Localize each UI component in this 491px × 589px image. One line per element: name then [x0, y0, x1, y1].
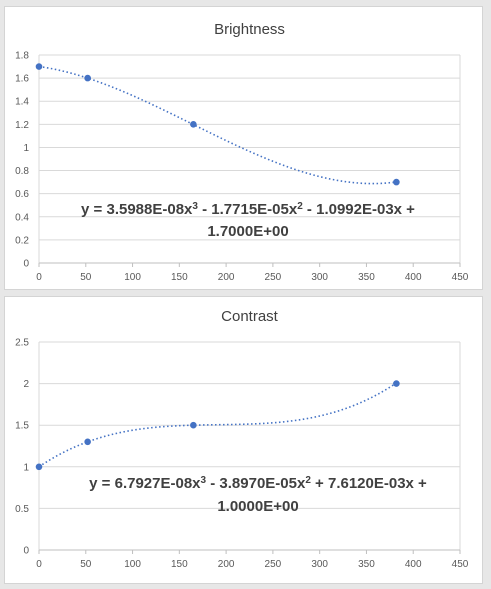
brightness-chart-svg: Brightness 0 0.2 0.4 0.6 0.8 1 1.2 1.4 1.6 1.8 0 50 1…	[15, 21, 469, 283]
data-point	[393, 178, 400, 186]
trendline-equation: y = 3.5988E-08x3 - 1.7715E-05x2 - 1.0992…	[81, 201, 415, 219]
y-tick-label: 0	[23, 259, 29, 270]
x-tick-label: 300	[311, 272, 328, 283]
data-point	[393, 380, 400, 387]
x-tick-label: 450	[452, 272, 469, 283]
x-tick-label: 200	[218, 272, 235, 283]
x-tick-label: 100	[124, 272, 141, 283]
trendline	[38, 65, 397, 185]
data-point	[35, 463, 43, 471]
x-tick-label: 200	[218, 559, 235, 570]
y-tick-label: 1	[23, 143, 29, 154]
x-tick-label: 350	[358, 272, 375, 283]
trendline-equation: y = 6.7927E-08x3 - 3.8970E-05x2 + 7.6120…	[89, 475, 427, 493]
data-point	[35, 63, 43, 70]
x-tick-label: 300	[311, 559, 328, 570]
chart-title: Contrast	[221, 308, 279, 325]
x-tick-label: 450	[452, 559, 469, 570]
chart-title: Brightness	[214, 21, 285, 38]
y-tick-label: 1.2	[15, 120, 29, 131]
trendline-equation: 1.0000E+00	[217, 498, 298, 515]
x-tick-label: 250	[265, 559, 282, 570]
y-tick-label: 0.5	[15, 504, 29, 515]
x-tick-label: 400	[405, 272, 422, 283]
y-tick-label: 0.2	[15, 235, 29, 246]
y-tick-label: 1.4	[15, 97, 29, 108]
x-tick-label: 350	[358, 559, 375, 570]
trendline-equation: 1.7000E+00	[207, 223, 288, 240]
y-tick-label: 0.8	[15, 166, 29, 177]
data-point	[84, 74, 91, 82]
y-tick-label: 0	[23, 546, 29, 557]
x-tick-label: 50	[80, 272, 92, 283]
x-tick-label: 250	[265, 272, 282, 283]
x-tick-label: 150	[171, 272, 188, 283]
data-point	[190, 121, 197, 128]
x-tick-label: 50	[80, 559, 92, 570]
y-tick-label: 0.6	[15, 189, 29, 200]
x-tick-label: 150	[171, 559, 188, 570]
y-tick-label: 1.5	[15, 421, 29, 432]
contrast-chart-svg: Contrast 0 0.5 1 1.5 2 2.5 0 50 100 150 200 250 300 35…	[15, 308, 469, 570]
x-tick-label: 0	[36, 272, 42, 283]
contrast-chart: Contrast 0 0.5 1 1.5 2 2.5 0 50 100 150 200 250 300 35…	[4, 296, 483, 584]
y-tick-label: 1	[23, 462, 29, 473]
y-tick-label: 2	[23, 379, 29, 390]
y-tick-label: 2.5	[15, 338, 29, 349]
y-tick-label: 0.4	[15, 212, 29, 223]
x-tick-label: 400	[405, 559, 422, 570]
y-tick-label: 1.8	[15, 51, 29, 62]
brightness-chart: Brightness 0 0.2 0.4 0.6 0.8 1 1.2 1.4 1.6 1.8 0 50 1…	[4, 6, 483, 290]
x-tick-label: 0	[36, 559, 42, 570]
data-point	[84, 438, 91, 446]
data-point	[190, 421, 197, 429]
y-tick-label: 1.6	[15, 74, 29, 85]
x-tick-label: 100	[124, 559, 141, 570]
